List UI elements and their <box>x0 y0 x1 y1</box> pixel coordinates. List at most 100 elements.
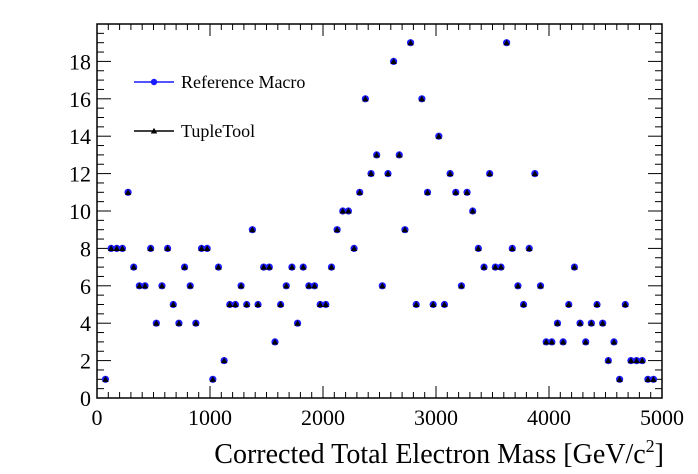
data-point-triangle <box>576 320 584 326</box>
data-point-triangle <box>153 320 160 326</box>
x-tick-label: 5000 <box>640 405 684 430</box>
data-point-triangle <box>610 338 618 345</box>
data-point-triangle <box>503 39 510 46</box>
data-point-triangle <box>463 189 471 195</box>
data-point-triangle <box>300 263 307 270</box>
data-point-triangle <box>441 301 448 308</box>
series-tupletool <box>102 39 657 382</box>
data-point-triangle <box>390 58 397 64</box>
y-tick-label: 2 <box>80 349 91 374</box>
data-point-triangle <box>367 170 375 177</box>
data-point-triangle <box>277 301 284 308</box>
data-point-triangle <box>644 376 652 382</box>
data-point-triangle <box>429 301 437 308</box>
data-point-triangle <box>266 263 273 270</box>
data-point-triangle <box>136 282 143 289</box>
y-tick-label: 14 <box>69 124 91 149</box>
data-point-triangle <box>170 301 177 308</box>
data-point-triangle <box>192 320 200 326</box>
data-point-triangle <box>559 338 567 345</box>
data-point-triangle <box>254 301 262 308</box>
x-axis-title-end: ] <box>655 439 664 470</box>
x-axis-title-superscript: 2 <box>646 436 655 456</box>
data-point-triangle <box>356 189 363 195</box>
data-points-layer <box>101 39 658 383</box>
data-point-triangle <box>599 320 606 326</box>
y-tick-label: 8 <box>80 236 91 261</box>
data-point-triangle <box>141 282 149 289</box>
data-point-triangle <box>497 263 505 270</box>
x-tick-label: 0 <box>92 405 103 430</box>
data-point-triangle <box>514 282 522 289</box>
y-tick-label: 10 <box>69 199 91 224</box>
data-point-triangle <box>492 263 499 270</box>
y-tick-label: 12 <box>69 162 91 187</box>
data-point-triangle <box>396 151 403 158</box>
data-point-triangle <box>283 282 290 289</box>
data-point-triangle <box>407 39 414 46</box>
data-point-triangle <box>520 301 527 308</box>
x-axis-title: Corrected Total Electron Mass [GeV/c2] <box>214 436 664 470</box>
data-point-triangle <box>232 301 239 308</box>
data-point-triangle <box>650 376 657 382</box>
data-point-triangle <box>605 357 612 364</box>
y-tick-label: 4 <box>80 311 91 336</box>
y-tick-label: 0 <box>80 386 91 411</box>
data-point-triangle <box>384 170 392 177</box>
data-point-triangle <box>350 245 358 251</box>
data-point-triangle <box>187 282 194 289</box>
data-point-triangle <box>526 245 533 251</box>
data-point-triangle <box>588 320 595 326</box>
y-tick-label: 6 <box>80 274 91 299</box>
data-point-triangle <box>633 357 640 364</box>
data-point-triangle <box>305 282 313 289</box>
data-point-triangle <box>458 282 465 289</box>
data-point-triangle <box>509 245 516 251</box>
legend-label: Reference Macro <box>181 72 305 92</box>
legend: Reference Macro TupleTool <box>134 72 305 141</box>
data-point-triangle <box>582 338 589 345</box>
y-tick-label: 16 <box>69 87 91 112</box>
data-point-triangle <box>362 95 369 102</box>
data-point-triangle <box>593 301 601 308</box>
x-tick-label: 1000 <box>188 405 232 430</box>
data-point-triangle <box>147 245 154 251</box>
data-point-triangle <box>124 189 132 195</box>
data-point-triangle <box>571 263 578 270</box>
data-point-triangle <box>164 245 171 251</box>
data-point-triangle <box>203 245 211 251</box>
data-point-triangle <box>413 301 420 308</box>
data-point-triangle <box>401 226 409 233</box>
data-point-triangle <box>316 301 324 308</box>
x-tick-label: 3000 <box>414 405 458 430</box>
data-point-triangle <box>333 226 341 233</box>
data-point-triangle <box>249 226 256 233</box>
x-tick-label: 4000 <box>527 405 571 430</box>
data-point-triangle <box>119 245 126 251</box>
data-point-triangle <box>130 263 137 270</box>
data-point-triangle <box>531 170 539 177</box>
data-point-triangle <box>475 245 482 251</box>
data-point-triangle <box>237 282 245 289</box>
data-point-triangle <box>469 207 476 214</box>
data-point-triangle <box>260 263 267 270</box>
data-point-triangle <box>627 357 635 364</box>
data-point-triangle <box>424 189 431 195</box>
x-axis-title-main: Corrected Total Electron Mass [GeV/c <box>214 439 645 470</box>
legend-label: TupleTool <box>181 121 255 141</box>
data-point-triangle <box>373 151 380 158</box>
data-point-triangle <box>288 263 296 270</box>
data-point-triangle <box>548 338 556 345</box>
data-point-triangle <box>311 282 318 289</box>
data-point-triangle <box>480 263 488 270</box>
data-point-triangle <box>565 301 572 308</box>
data-point-triangle <box>198 245 205 251</box>
x-tick-label: 2000 <box>301 405 345 430</box>
data-point-triangle <box>226 301 233 308</box>
data-point-triangle <box>537 282 544 289</box>
data-point-triangle <box>107 245 115 251</box>
data-point-triangle <box>486 170 493 177</box>
data-point-triangle <box>113 245 120 251</box>
